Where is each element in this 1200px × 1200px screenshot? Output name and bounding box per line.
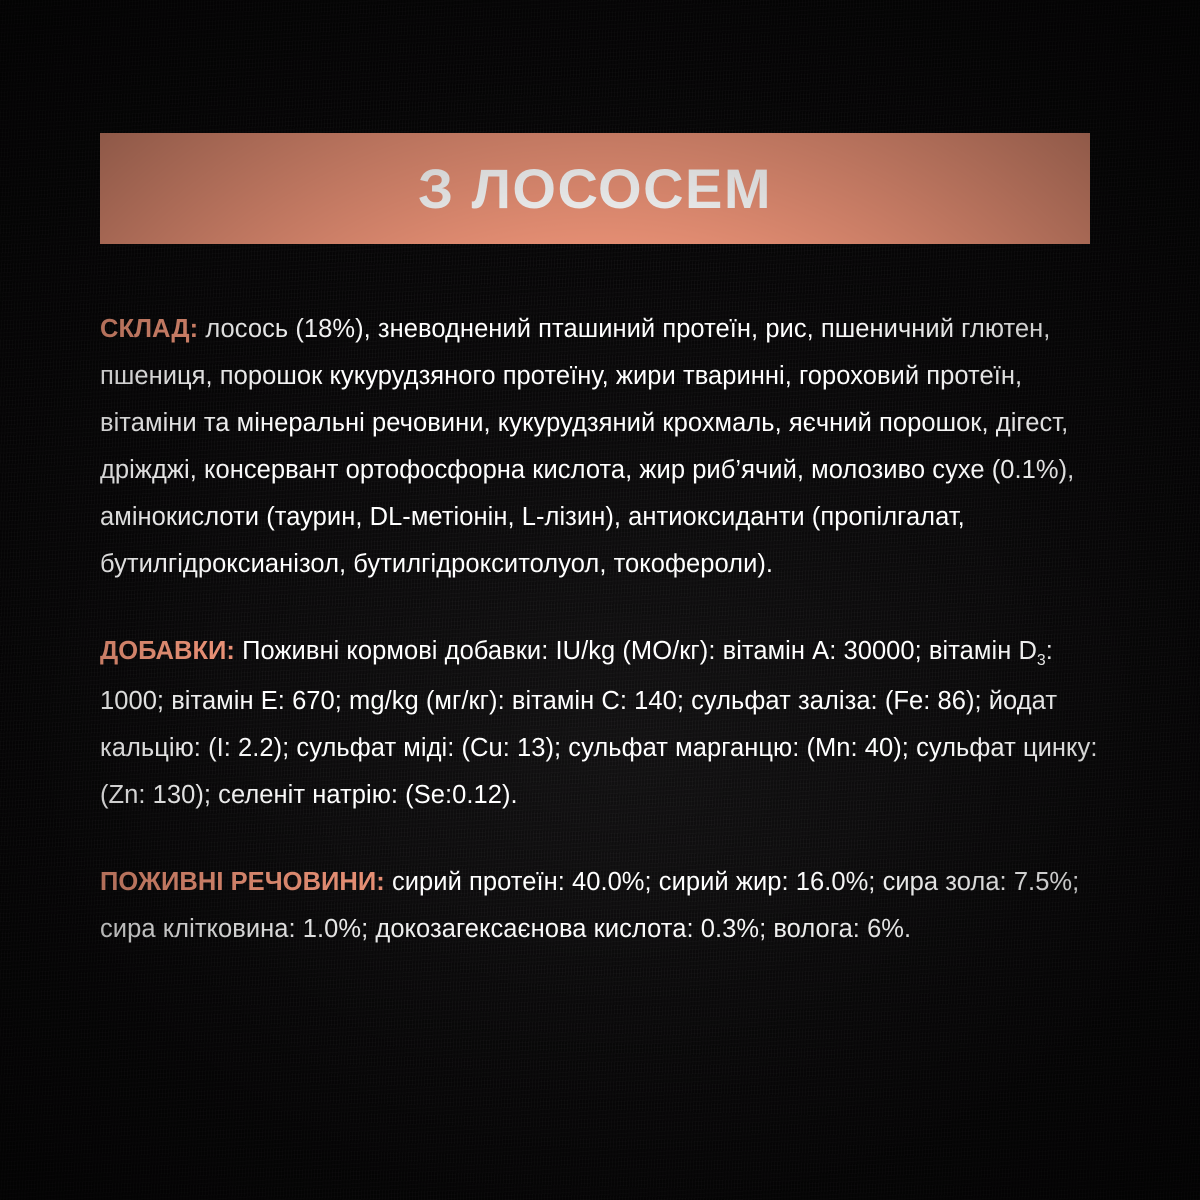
additives-label: ДОБАВКИ:	[100, 636, 235, 665]
composition-section: СКЛАД: лосось (18%), зневоднений пташини…	[100, 306, 1100, 588]
vitamin-d3-subscript: 3	[1036, 651, 1046, 669]
page-title: З ЛОСОСЕМ	[417, 156, 773, 220]
nutrients-section: ПОЖИВНІ РЕЧОВИНИ: сирий протеїн: 40.0%; …	[100, 859, 1100, 953]
product-variant-banner: З ЛОСОСЕМ	[100, 133, 1090, 244]
composition-body: лосось (18%), зневоднений пташиний проте…	[100, 314, 1075, 578]
additives-body-part-1: Поживні кормові добавки: IU/kg (МО/кг): …	[242, 636, 1037, 665]
composition-label: СКЛАД:	[100, 314, 199, 343]
additives-section: ДОБАВКИ: Поживні кормові добавки: IU/kg …	[100, 628, 1100, 819]
nutrients-label: ПОЖИВНІ РЕЧОВИНИ:	[100, 867, 385, 896]
label-content: СКЛАД: лосось (18%), зневоднений пташини…	[100, 280, 1100, 978]
